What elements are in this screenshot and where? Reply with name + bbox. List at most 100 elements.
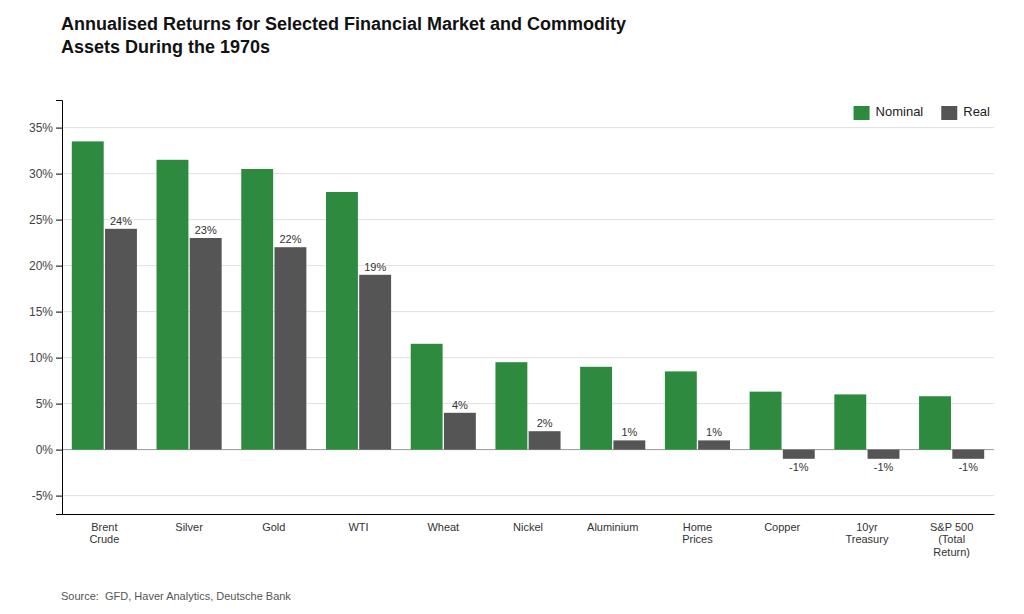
title-line: Assets During the 1970s [61, 37, 270, 57]
x-tick-label: 10yrTreasury [845, 521, 888, 546]
grid [62, 128, 994, 496]
bar [750, 392, 782, 450]
source: Source: GFD, Haver Analytics, Deutsche B… [61, 590, 291, 602]
grid-line [62, 127, 994, 128]
bar [698, 440, 730, 449]
legend-label: Real [963, 104, 990, 119]
x-tick-label: Silver [175, 521, 203, 533]
y-tick-mark [56, 266, 62, 267]
bar [274, 247, 306, 449]
legend-item: Real [941, 104, 990, 120]
x-tick-label: Copper [764, 521, 800, 533]
x-axis-line [63, 514, 995, 515]
x-tick-label-line: Brent [91, 521, 117, 533]
x-tick-label-line: Treasury [845, 533, 888, 545]
data-label: 1% [621, 426, 637, 438]
x-tick-label: Wheat [427, 521, 459, 533]
x-tick-label-line: Wheat [427, 521, 459, 533]
x-tick-label-line: (Total [938, 533, 965, 545]
bar [665, 371, 697, 449]
y-tick-label: 10% [29, 351, 53, 365]
x-tick: Silver [175, 521, 203, 533]
x-tick: 10yrTreasury [845, 521, 888, 546]
legend-item: Nominal [854, 104, 924, 120]
x-tick-label-line: Gold [262, 521, 285, 533]
data-label: 24% [110, 215, 132, 227]
y-axis: -5% 0% 5% 10% 15% 20% 25% 30% 35% [29, 101, 63, 515]
bars [72, 141, 984, 458]
legend-label: Nominal [876, 104, 924, 119]
x-tick: S&P 500(TotalReturn) [930, 521, 973, 558]
data-label: 1% [706, 426, 722, 438]
data-labels: 24%23%22%19%4%2%1%1%-1%-1%-1% [110, 215, 978, 473]
y-tick: 35% [29, 121, 62, 135]
legend-swatch [854, 106, 870, 120]
title-line: Annualised Returns for Selected Financia… [61, 14, 626, 34]
bar [783, 450, 815, 459]
title: Annualised Returns for Selected Financia… [61, 14, 626, 57]
data-label: -1% [958, 461, 978, 473]
bar [359, 275, 391, 450]
bar [868, 450, 900, 459]
data-label: 22% [279, 233, 301, 245]
x-tick-label-line: Silver [175, 521, 203, 533]
x-tick-label-line: Nickel [513, 521, 543, 533]
data-label: 2% [537, 417, 553, 429]
grid-line [62, 495, 994, 496]
bar [834, 394, 866, 449]
legend-swatch [941, 106, 957, 120]
data-label: 19% [364, 261, 386, 273]
bar [411, 344, 443, 450]
bar [326, 192, 358, 450]
bar [444, 413, 476, 450]
bar [952, 450, 984, 459]
x-tick-label: S&P 500(TotalReturn) [930, 521, 973, 558]
data-label: -1% [874, 461, 894, 473]
plot: -5% 0% 5% 10% 15% 20% 25% 30% 35% BrentCrude Silve… [29, 101, 995, 559]
x-tick-label-line: Crude [89, 533, 119, 545]
y-tick-mark [56, 404, 62, 405]
bar [241, 169, 273, 450]
x-tick-label-line: 10yr [856, 521, 878, 533]
y-tick-mark [56, 128, 62, 129]
bar [919, 396, 951, 449]
x-tick: HomePrices [682, 521, 713, 546]
y-tick-mark [56, 312, 62, 313]
x-tick: Nickel [513, 521, 543, 533]
y-tick-mark [56, 220, 62, 221]
bar [157, 160, 189, 450]
y-tick-mark [56, 174, 62, 175]
bar [580, 367, 612, 450]
y-tick: 0% [36, 443, 62, 457]
data-label: 23% [195, 224, 217, 236]
x-tick-label-line: Copper [764, 521, 800, 533]
y-tick-label: 35% [29, 121, 53, 135]
y-tick-label: -5% [32, 489, 54, 503]
bar [529, 431, 561, 449]
x-tick-label: Gold [262, 521, 285, 533]
y-tick: 20% [29, 259, 62, 273]
y-tick: 5% [36, 397, 62, 411]
x-tick-label-line: Prices [682, 533, 713, 545]
y-tick-mark [56, 450, 62, 451]
bar [495, 362, 527, 449]
y-tick: 30% [29, 167, 62, 181]
y-tick-label: 25% [29, 213, 53, 227]
x-tick: Aluminium [587, 521, 638, 533]
x-tick: BrentCrude [89, 521, 119, 546]
legend: Nominal Real [854, 104, 991, 120]
bar-series [72, 141, 951, 449]
bar-series [105, 229, 984, 459]
x-tick-label-line: Home [683, 521, 712, 533]
x-tick-label: HomePrices [682, 521, 713, 546]
y-tick: 15% [29, 305, 62, 319]
y-tick: -5% [32, 489, 62, 503]
bar [105, 229, 137, 450]
chart-svg: Annualised Returns for Selected Financia… [0, 0, 1024, 614]
y-tick-label: 30% [29, 167, 53, 181]
bar [190, 238, 222, 450]
x-tick-label-line: Aluminium [587, 521, 638, 533]
x-tick: Wheat [427, 521, 459, 533]
x-tick-label: Nickel [513, 521, 543, 533]
x-tick-label: WTI [348, 521, 368, 533]
